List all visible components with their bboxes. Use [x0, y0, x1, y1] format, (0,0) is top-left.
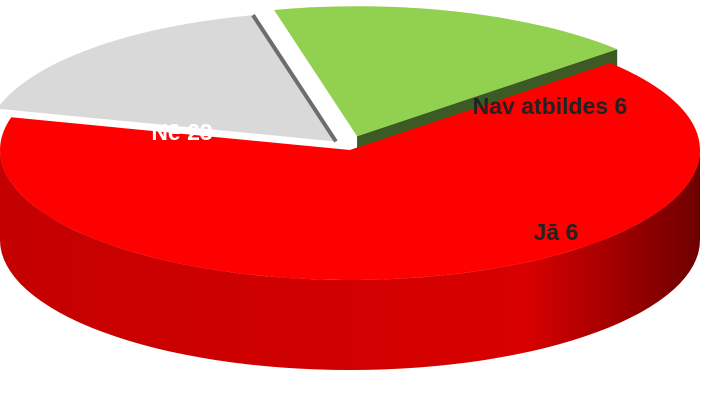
slice-top-1	[0, 15, 336, 142]
slice-separator-line	[251, 14, 338, 143]
slice-top-2	[274, 6, 618, 137]
slice-top-0	[0, 63, 700, 281]
data-label-0: Nē 23	[151, 119, 212, 145]
data-label-1: Nav atbildes 6	[473, 93, 628, 119]
slice-side-0-0	[0, 150, 700, 370]
data-label-2: Jā 6	[534, 219, 579, 245]
